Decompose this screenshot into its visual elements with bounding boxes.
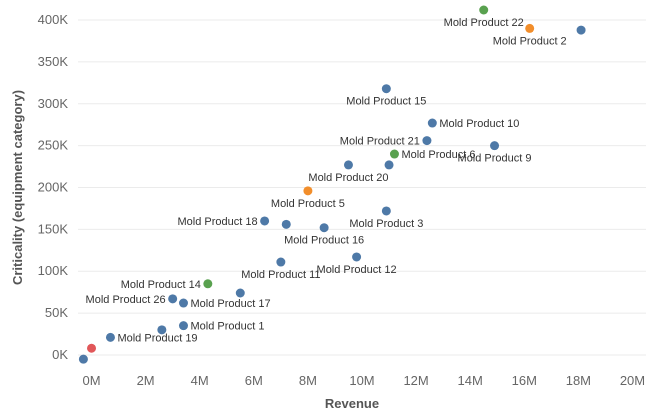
x-tick-label: 16M — [512, 373, 537, 388]
data-point[interactable] — [303, 186, 313, 196]
point-label: Mold Product 16 — [284, 235, 364, 247]
x-axis-title: Revenue — [325, 396, 379, 411]
x-tick-label: 14M — [458, 373, 483, 388]
data-point[interactable] — [384, 160, 394, 170]
data-point[interactable] — [178, 298, 188, 308]
x-tick-label: 10M — [349, 373, 374, 388]
point-label: Mold Product 18 — [178, 216, 258, 228]
y-axis-title: Criticality (equipment category) — [10, 90, 25, 285]
point-label: Mold Product 11 — [241, 269, 320, 281]
axis-ticks: 0K 50K 100K 150K 200K 250K 300K 350K 400K 0M 2M 4M 6… — [38, 12, 645, 388]
data-point[interactable] — [203, 279, 213, 289]
data-point[interactable] — [276, 257, 286, 267]
data-point[interactable] — [352, 252, 362, 262]
point-label: Mold Product 10 — [439, 118, 519, 130]
y-tick-label: 250K — [38, 138, 69, 153]
point-label: Mold Product 21 — [340, 136, 420, 148]
point-label: Mold Product 5 — [271, 198, 345, 210]
x-tick-label: 2M — [137, 373, 155, 388]
point-label: Mold Product 3 — [349, 218, 423, 230]
data-point[interactable] — [281, 219, 291, 229]
x-tick-label: 4M — [191, 373, 209, 388]
y-tick-label: 0K — [52, 347, 68, 362]
point-label: Mold Product 17 — [190, 298, 270, 310]
data-point[interactable] — [105, 332, 115, 342]
data-point[interactable] — [490, 141, 500, 151]
point-label: Mold Product 1 — [190, 321, 264, 333]
y-tick-label: 150K — [38, 221, 69, 236]
data-point[interactable] — [78, 354, 88, 364]
x-tick-label: 0M — [82, 373, 100, 388]
data-point[interactable] — [168, 294, 178, 304]
data-point[interactable] — [525, 23, 535, 33]
y-tick-label: 50K — [45, 305, 68, 320]
data-point[interactable] — [381, 84, 391, 94]
grid-lines — [78, 19, 646, 356]
data-point[interactable] — [422, 136, 432, 146]
point-label: Mold Product 22 — [444, 17, 524, 29]
data-point[interactable] — [235, 288, 245, 298]
x-tick-label: 12M — [403, 373, 428, 388]
data-point[interactable] — [157, 325, 167, 335]
x-tick-label: 8M — [299, 373, 317, 388]
x-tick-label: 6M — [245, 373, 263, 388]
data-point[interactable] — [381, 206, 391, 216]
point-label: Mold Product 19 — [117, 332, 197, 344]
data-point[interactable] — [479, 5, 489, 15]
data-point[interactable] — [576, 25, 586, 35]
x-tick-label: 18M — [566, 373, 591, 388]
point-label: Mold Product 2 — [493, 35, 567, 47]
data-point[interactable] — [87, 343, 97, 353]
point-label: Mold Product 9 — [458, 153, 532, 165]
point-label: Mold Product 6 — [401, 149, 475, 161]
point-label: Mold Product 20 — [308, 172, 388, 184]
point-label: Mold Product 14 — [121, 279, 201, 291]
point-label: Mold Product 15 — [346, 96, 426, 108]
data-point[interactable] — [178, 321, 188, 331]
data-point[interactable] — [343, 160, 353, 170]
data-point[interactable] — [260, 216, 270, 226]
data-points — [78, 5, 586, 364]
y-tick-label: 350K — [38, 54, 69, 69]
y-tick-label: 300K — [38, 96, 69, 111]
data-point[interactable] — [427, 118, 437, 128]
y-tick-label: 100K — [38, 263, 69, 278]
y-tick-label: 400K — [38, 12, 69, 27]
point-label: Mold Product 12 — [317, 264, 397, 276]
y-tick-label: 200K — [38, 180, 69, 195]
point-label: Mold Product 26 — [86, 294, 166, 306]
x-tick-label: 20M — [620, 373, 645, 388]
data-point[interactable] — [389, 149, 399, 159]
data-point[interactable] — [319, 223, 329, 233]
